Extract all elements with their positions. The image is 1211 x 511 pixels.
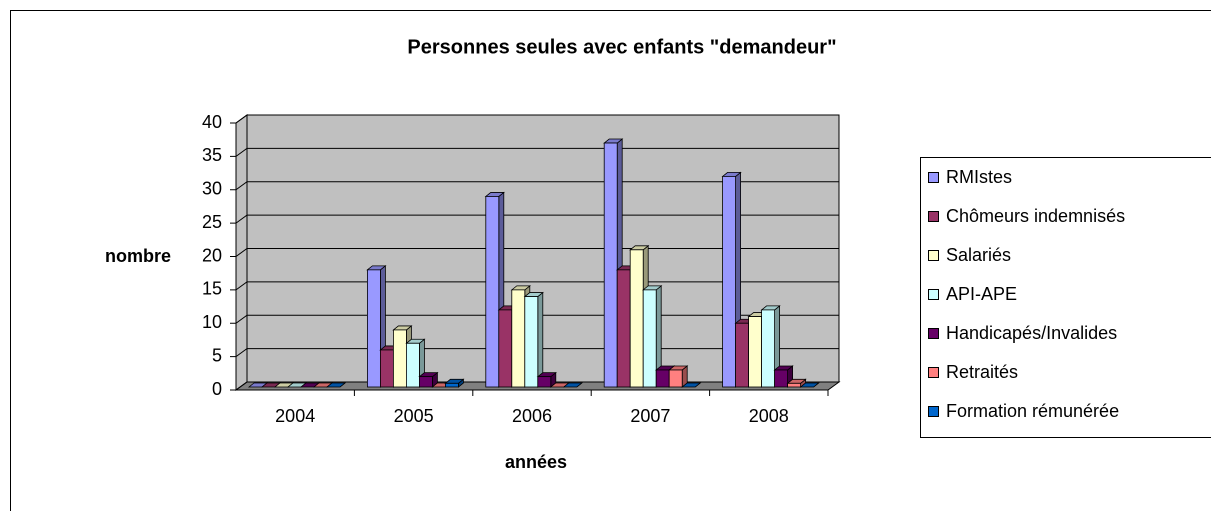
bar <box>616 269 631 388</box>
legend-swatch <box>928 211 939 222</box>
bar <box>761 309 775 388</box>
bar <box>524 296 539 388</box>
bar <box>405 342 420 388</box>
legend-swatch <box>928 250 939 261</box>
y-tick-label: 25 <box>202 212 222 232</box>
grid-line <box>235 214 839 224</box>
bar <box>444 382 459 388</box>
y-axis-title: nombre <box>105 246 171 266</box>
bar <box>498 309 513 388</box>
bar <box>366 269 381 388</box>
legend-swatch <box>928 367 939 378</box>
x-tick-label: 2007 <box>630 406 670 426</box>
y-tick-label: 10 <box>202 312 222 332</box>
x-tick-label: 2004 <box>275 406 315 426</box>
legend-label: Retraités <box>946 362 1018 382</box>
bar-top <box>562 382 583 388</box>
bar <box>774 369 788 388</box>
bar <box>603 142 618 388</box>
bar <box>485 196 500 388</box>
bar <box>392 329 407 388</box>
y-tick-label: 0 <box>212 379 222 399</box>
y-tick-label: 40 <box>202 112 222 132</box>
bar <box>418 376 433 388</box>
grid-line <box>235 181 839 191</box>
bar-top <box>799 382 820 388</box>
bar <box>668 369 683 388</box>
bar <box>722 175 736 388</box>
bar <box>735 322 749 388</box>
bar-top <box>681 382 702 388</box>
bar-top <box>325 382 347 388</box>
y-tick-label: 15 <box>202 279 222 299</box>
legend-label: Handicapés/Invalides <box>946 323 1117 343</box>
legend-label: Chômeurs indemnisés <box>946 206 1125 226</box>
x-tick-label: 2005 <box>394 406 434 426</box>
chart-title: Personnes seules avec enfants "demandeur… <box>407 36 836 58</box>
bar <box>629 249 644 388</box>
bar <box>537 376 552 388</box>
bar <box>379 349 394 388</box>
y-tick-label: 30 <box>202 179 222 199</box>
y-tick-label: 20 <box>202 245 222 265</box>
legend-label: RMIstes <box>946 167 1012 187</box>
bar <box>642 289 657 388</box>
bar <box>787 382 801 388</box>
bar <box>511 289 526 388</box>
bar <box>655 369 670 388</box>
bar <box>748 316 762 388</box>
grid-line <box>235 147 839 157</box>
legend-swatch <box>928 172 939 183</box>
x-axis-title: années <box>505 452 567 472</box>
legend-swatch <box>928 289 939 300</box>
y-tick-label: 35 <box>202 145 222 165</box>
legend <box>920 157 1211 438</box>
x-tick-label: 2008 <box>749 406 789 426</box>
legend-swatch <box>928 406 939 417</box>
y-tick-label: 5 <box>212 345 222 365</box>
x-tick-label: 2006 <box>512 406 552 426</box>
legend-label: Formation rémunérée <box>946 401 1119 421</box>
legend-label: Salariés <box>946 245 1011 265</box>
legend-label: API-APE <box>946 284 1017 304</box>
grid-line <box>235 114 839 124</box>
legend-swatch <box>928 328 939 339</box>
